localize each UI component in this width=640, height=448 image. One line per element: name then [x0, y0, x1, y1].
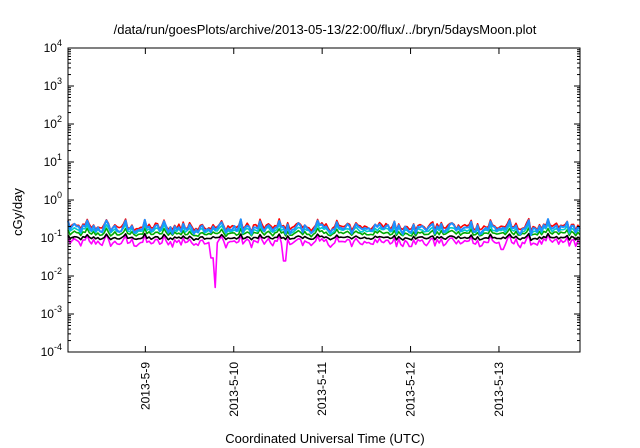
y-tick-exponent: 3	[57, 76, 62, 86]
y-tick-base: 10	[41, 307, 55, 321]
y-tick-exponent: -3	[54, 304, 62, 314]
x-ticks: 2013-5-9 2013-5-10 2013-5-11 2013-5-12 2013-…	[138, 48, 506, 417]
series-line	[67, 222, 581, 236]
y-tick-base: 10	[44, 193, 58, 207]
y-tick-exponent: -1	[54, 228, 62, 238]
y-tick-label: 104	[44, 38, 62, 55]
y-tick-exponent: -2	[54, 266, 62, 276]
x-tick-label: 2013-5-9	[138, 362, 152, 410]
x-tick-label: 2013-5-13	[492, 362, 506, 417]
y-tick-exponent: 4	[57, 38, 62, 48]
y-axis-label: cGy/day	[10, 188, 25, 236]
y-tick-label: 103	[44, 76, 62, 93]
series-line	[67, 227, 581, 238]
chart-title: /data/run/goesPlots/archive/2013-05-13/2…	[114, 22, 537, 37]
y-tick-label: 101	[44, 152, 62, 169]
y-tick-label: 10-4	[41, 342, 62, 359]
y-tick-base: 10	[41, 345, 55, 359]
x-tick-label: 2013-5-10	[227, 362, 241, 417]
x-tick-label: 2013-5-12	[404, 362, 418, 417]
y-tick-label: 10-3	[41, 304, 62, 321]
y-tick-label: 10-1	[41, 228, 62, 245]
y-tick-exponent: 1	[57, 152, 62, 162]
y-tick-base: 10	[44, 155, 58, 169]
y-tick-base: 10	[41, 269, 55, 283]
y-tick-base: 10	[44, 117, 58, 131]
y-tick-exponent: 0	[57, 190, 62, 200]
x-axis-label: Coordinated Universal Time (UTC)	[225, 431, 424, 446]
y-tick-label: 100	[44, 190, 62, 207]
y-tick-exponent: 2	[57, 114, 62, 124]
x-tick-label: 2013-5-11	[315, 362, 329, 416]
y-tick-exponent: -4	[54, 342, 62, 352]
y-tick-base: 10	[41, 231, 55, 245]
series-line	[67, 232, 581, 242]
series-layer	[67, 217, 581, 289]
y-tick-base: 10	[44, 41, 58, 55]
y-tick-label: 102	[44, 114, 62, 131]
plot-frame	[67, 47, 581, 353]
series-line	[67, 233, 581, 289]
y-tick-label: 10-2	[41, 266, 62, 283]
series-line	[67, 218, 581, 237]
y-tick-base: 10	[44, 79, 58, 93]
